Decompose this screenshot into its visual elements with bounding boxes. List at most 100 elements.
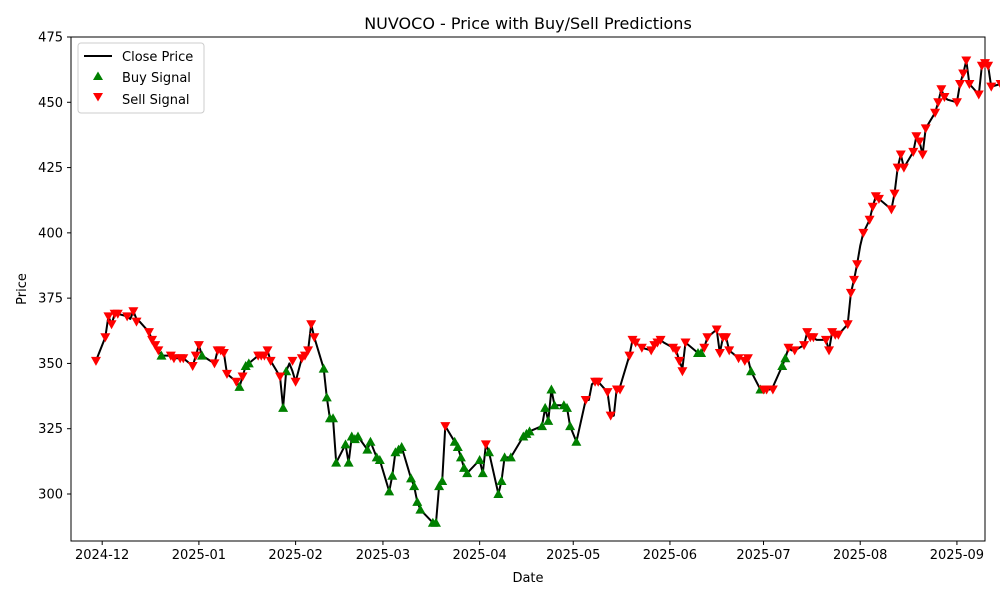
buy-signal-marker	[321, 392, 332, 402]
sell-signal-marker	[824, 346, 835, 356]
sell-signal-marker	[920, 124, 931, 134]
x-tick-label: 2025-02	[268, 548, 322, 563]
legend: Close Price Buy Signal Sell Signal	[77, 42, 205, 114]
sell-signal-marker	[103, 312, 114, 322]
x-tick-label: 2025-04	[452, 548, 506, 563]
y-tick-label: 425	[38, 161, 63, 176]
sell-signal-marker	[655, 335, 666, 345]
y-axis-title: Price	[15, 273, 30, 305]
buy-signal-marker	[696, 347, 707, 357]
legend-buy-signal-marker	[93, 71, 103, 80]
buy-signal-marker	[415, 504, 426, 514]
sell-signal-marker	[833, 330, 844, 340]
buy-signal-marker	[434, 481, 445, 491]
sell-signal-marker	[842, 320, 853, 330]
plot-area	[70, 36, 986, 542]
sell-signal-marker	[767, 385, 778, 395]
legend-buy-signal-label: Buy Signal	[122, 71, 191, 86]
sell-signal-marker	[237, 372, 248, 382]
x-tick-label: 2024-12	[75, 548, 129, 563]
buy-signal-marker	[409, 481, 420, 491]
sell-signal-marker	[580, 395, 591, 405]
sell-signal-layer	[90, 56, 1000, 450]
buy-signal-marker	[234, 381, 245, 391]
buy-signal-marker	[243, 358, 254, 368]
buy-signal-marker	[540, 402, 551, 412]
sell-signal-marker	[898, 163, 909, 173]
buy-signal-marker	[780, 353, 791, 363]
buy-signal-marker	[384, 486, 395, 496]
sell-signal-marker	[309, 333, 320, 343]
sell-signal-marker	[895, 150, 906, 160]
sell-signal-marker	[209, 359, 220, 369]
sell-signal-marker	[636, 343, 647, 353]
sell-signal-marker	[221, 369, 232, 379]
sell-signal-marker	[858, 228, 869, 238]
sell-signal-marker	[674, 356, 685, 366]
buy-signal-marker	[437, 475, 448, 485]
sell-signal-marker	[848, 275, 859, 285]
sell-signal-marker	[265, 356, 276, 366]
sell-signal-marker	[290, 377, 301, 387]
buy-signal-marker	[396, 441, 407, 451]
sell-signal-marker	[808, 333, 819, 343]
x-tick-label: 2025-09	[930, 548, 984, 563]
buy-signal-marker	[340, 439, 351, 449]
sell-signal-marker	[303, 346, 314, 356]
sell-signal-marker	[480, 440, 491, 450]
buy-signal-marker	[156, 350, 167, 360]
sell-signal-marker	[702, 333, 713, 343]
sell-signal-marker	[733, 354, 744, 364]
sell-signal-marker	[802, 328, 813, 338]
sell-signal-marker	[287, 356, 298, 366]
buy-signal-marker	[462, 468, 473, 478]
y-tick-label: 350	[38, 357, 63, 372]
buy-signal-marker	[328, 413, 339, 423]
buy-signal-marker	[537, 421, 548, 431]
x-tick-label: 2025-01	[172, 548, 226, 563]
sell-signal-marker	[886, 205, 897, 215]
chart-title: NUVOCO - Price with Buy/Sell Predictions	[364, 14, 692, 33]
buy-signal-marker	[343, 457, 354, 467]
x-tick-label: 2025-08	[833, 548, 887, 563]
buy-signal-marker	[565, 421, 576, 431]
sell-signal-marker	[112, 309, 123, 319]
sell-signal-marker	[624, 351, 635, 361]
sell-signal-marker	[711, 325, 722, 335]
sell-signal-marker	[128, 307, 139, 317]
sell-signal-marker	[951, 98, 962, 108]
sell-signal-marker	[190, 351, 201, 361]
sell-signal-marker	[936, 85, 947, 95]
sell-signal-marker	[131, 317, 142, 327]
x-tick-label: 2025-03	[356, 548, 410, 563]
sell-signal-marker	[911, 132, 922, 142]
sell-signal-marker	[914, 137, 925, 147]
buy-signal-marker	[505, 452, 516, 462]
sell-signal-marker	[615, 385, 626, 395]
sell-signal-marker	[939, 93, 950, 103]
buy-signal-marker	[406, 473, 417, 483]
buy-signal-marker	[278, 402, 289, 412]
buy-signal-marker	[452, 441, 463, 451]
sell-signal-marker	[783, 343, 794, 353]
x-axis: 2024-12 2025-01 2025-02 2025-03 2025-04 2025-…	[75, 541, 984, 563]
sell-signal-marker	[605, 411, 616, 421]
legend-box	[77, 42, 205, 114]
sell-signal-marker	[983, 61, 994, 71]
y-tick-label: 475	[38, 31, 63, 46]
sell-signal-marker	[908, 147, 919, 157]
y-tick-label: 400	[38, 226, 63, 241]
sell-signal-marker	[90, 356, 101, 366]
buy-signal-marker	[543, 415, 554, 425]
sell-signal-marker	[917, 150, 928, 160]
buy-signal-marker	[549, 400, 560, 410]
sell-signal-marker	[440, 422, 451, 432]
buy-signal-marker	[412, 496, 423, 506]
sell-signal-marker	[187, 362, 198, 372]
sell-signal-marker	[671, 346, 682, 356]
sell-signal-marker	[721, 333, 732, 343]
sell-signal-marker	[845, 288, 856, 298]
buy-signal-marker	[524, 426, 535, 436]
sell-signal-marker	[955, 80, 966, 90]
